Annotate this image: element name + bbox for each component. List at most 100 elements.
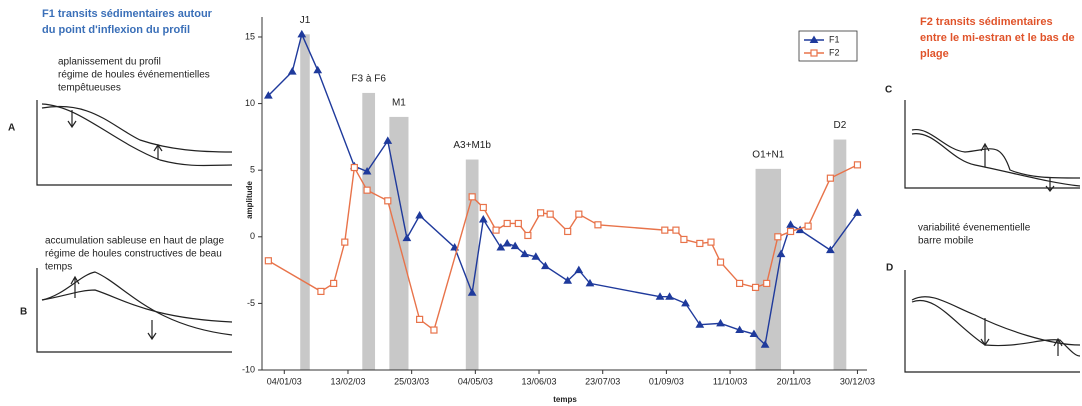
letter: D: [886, 263, 893, 274]
y-tick-label: 15: [245, 31, 255, 41]
point: [680, 235, 688, 244]
point: [681, 298, 690, 307]
point: [478, 214, 488, 223]
point: [503, 219, 511, 228]
x-tick-label: 20/11/03: [777, 376, 811, 386]
x-tick-label: 04/01/03: [267, 376, 302, 386]
point: [263, 91, 273, 99]
note: régime de houles constructives de beau: [45, 249, 222, 260]
event-bar: [362, 92, 376, 371]
point: [774, 233, 782, 241]
point: [749, 329, 759, 338]
point: [510, 241, 520, 250]
point: [330, 279, 338, 288]
y-tick-label: -10: [242, 364, 255, 374]
event-label: M1: [392, 98, 406, 109]
point: [450, 242, 460, 251]
legend-box: [798, 30, 858, 62]
event-label: J1: [300, 15, 311, 26]
right-title: entre le mi-estran et le bas de: [920, 32, 1075, 44]
letter: A: [8, 123, 15, 134]
x-tick-label: 01/09/03: [649, 376, 684, 386]
note: accumulation sableuse en haut de plage: [45, 236, 224, 247]
point: [736, 279, 744, 288]
point: [716, 318, 725, 327]
legend-label: F1: [829, 34, 840, 44]
point: [707, 238, 715, 246]
point: [383, 136, 393, 144]
x-tick-label: 11/10/03: [713, 376, 747, 386]
point: [786, 220, 795, 228]
point: [564, 227, 572, 236]
point: [287, 67, 297, 75]
point: [468, 193, 476, 201]
point: [402, 233, 412, 242]
point: [514, 219, 522, 228]
point: [776, 249, 786, 258]
left-title: du point d'inflexion du profil: [42, 24, 190, 36]
note: temps: [45, 262, 72, 273]
x-tick-label: 13/02/03: [330, 376, 365, 386]
note: tempêtueuses: [58, 83, 121, 94]
x-tick-label: 04/05/03: [458, 376, 493, 386]
event-bar: [465, 159, 479, 370]
point: [384, 197, 392, 205]
note: aplanissement du profil: [58, 57, 161, 68]
point: [594, 221, 602, 229]
point: [537, 209, 545, 217]
point: [786, 227, 795, 236]
sketch-d: [904, 270, 1081, 373]
series-line: [268, 164, 858, 332]
y-tick-label: -5: [247, 298, 255, 308]
event-bar: [300, 34, 310, 370]
note: régime de houles événementielles: [58, 70, 210, 81]
note: barre mobile: [918, 236, 974, 247]
sketch-a: [36, 100, 233, 186]
x-tick-label: 30/12/03: [840, 376, 875, 386]
point: [665, 292, 674, 300]
event-label: O1+N1: [752, 149, 784, 160]
point: [502, 238, 512, 247]
point: [479, 203, 487, 212]
point: [541, 261, 550, 270]
point: [416, 315, 424, 323]
y-axis-label: amplitude: [245, 181, 254, 219]
series-line: [267, 32, 859, 347]
point: [313, 65, 323, 74]
sketch-b: [36, 268, 233, 353]
point: [363, 186, 371, 194]
point: [672, 226, 680, 234]
x-axis-label: temps: [553, 395, 577, 404]
point: [735, 325, 745, 334]
point: [362, 167, 372, 175]
point: [430, 326, 438, 334]
right-title: F2 transits sédimentaires: [920, 16, 1053, 28]
point: [520, 249, 530, 258]
event-label: F3 à F6: [351, 74, 386, 85]
point: [415, 210, 424, 219]
point: [563, 276, 573, 284]
point: [531, 252, 541, 260]
point: [763, 279, 771, 288]
point: [341, 238, 349, 246]
event-bar: [755, 168, 782, 370]
note: variabilité évenementielle: [918, 223, 1031, 234]
point: [826, 174, 834, 182]
legend-label: F2: [829, 47, 840, 57]
point: [826, 245, 835, 254]
point: [751, 283, 760, 292]
point: [317, 287, 325, 296]
point: [524, 231, 532, 240]
point: [716, 258, 725, 266]
y-tick-label: 10: [245, 98, 255, 108]
legend-marker: [809, 35, 819, 43]
x-tick-label: 13/06/03: [522, 376, 557, 386]
event-label: A3+M1b: [453, 140, 491, 151]
point: [760, 340, 770, 348]
point: [574, 265, 584, 274]
point: [575, 210, 583, 218]
event-bar: [833, 139, 847, 370]
y-tick-label: 5: [250, 165, 255, 175]
sketch-c: [904, 100, 1081, 192]
